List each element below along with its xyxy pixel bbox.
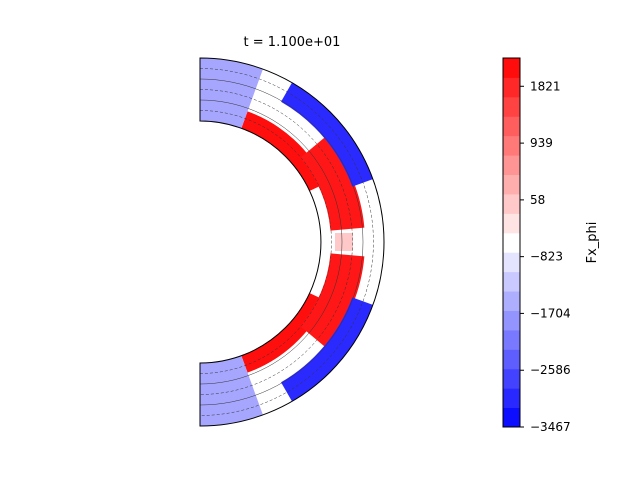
colorbar-level <box>503 174 520 195</box>
colorbar-level <box>503 271 520 292</box>
colorbar-level <box>503 155 520 176</box>
colorbar-level <box>503 232 520 253</box>
inner-boundary-band-north <box>241 111 326 191</box>
contour-line <box>200 78 364 406</box>
colorbar-level <box>503 193 520 214</box>
shell-boundary <box>199 57 385 427</box>
colorbar-level <box>503 291 520 311</box>
colorbar-level <box>503 96 520 117</box>
colorbar: −3467 −2586 −1704 −823 58 939 1821 Fx_phi <box>502 57 600 434</box>
colorbar-level <box>503 213 520 234</box>
colorbar-tick-label: 939 <box>530 136 553 150</box>
colorbar-level <box>503 252 520 273</box>
equatorial-lobe-north <box>300 135 365 231</box>
colorbar-tick-label: −2586 <box>530 363 571 377</box>
colorbar-level <box>503 77 520 98</box>
equatorial-minimum <box>335 233 353 251</box>
shell-plot <box>199 57 385 427</box>
colorbar-level <box>503 368 520 389</box>
inner-boundary-band-south <box>241 293 326 373</box>
colorbar-level <box>503 58 520 78</box>
outer-edge-negative-south <box>281 297 373 402</box>
colorbar-level <box>503 388 520 409</box>
polar-negative-north <box>200 58 263 129</box>
contour-line <box>200 89 353 395</box>
equatorial-lobe-south <box>300 253 365 349</box>
colorbar-level <box>503 310 520 331</box>
colorbar-level <box>503 135 520 156</box>
colorbar-level <box>503 116 520 137</box>
colorbar-tick-label: −823 <box>530 250 563 264</box>
contour-line <box>200 110 332 374</box>
colorbar-frame <box>502 57 521 428</box>
colorbar-tick-label: 1821 <box>530 79 561 93</box>
contour-line <box>200 68 374 416</box>
contour-line <box>200 99 343 385</box>
colorbar-tick-label: −1704 <box>530 306 571 320</box>
colorbar-tick-label: 58 <box>530 193 545 207</box>
chart-title: t = 1.100e+01 <box>244 35 341 50</box>
outer-edge-negative-north <box>281 82 373 187</box>
colorbar-tick-label: −3467 <box>530 420 571 434</box>
colorbar-level <box>503 407 520 428</box>
colorbar-level <box>503 329 520 350</box>
colorbar-label: Fx_phi <box>585 222 600 264</box>
polar-negative-south <box>200 355 263 426</box>
colorbar-level <box>503 349 520 370</box>
